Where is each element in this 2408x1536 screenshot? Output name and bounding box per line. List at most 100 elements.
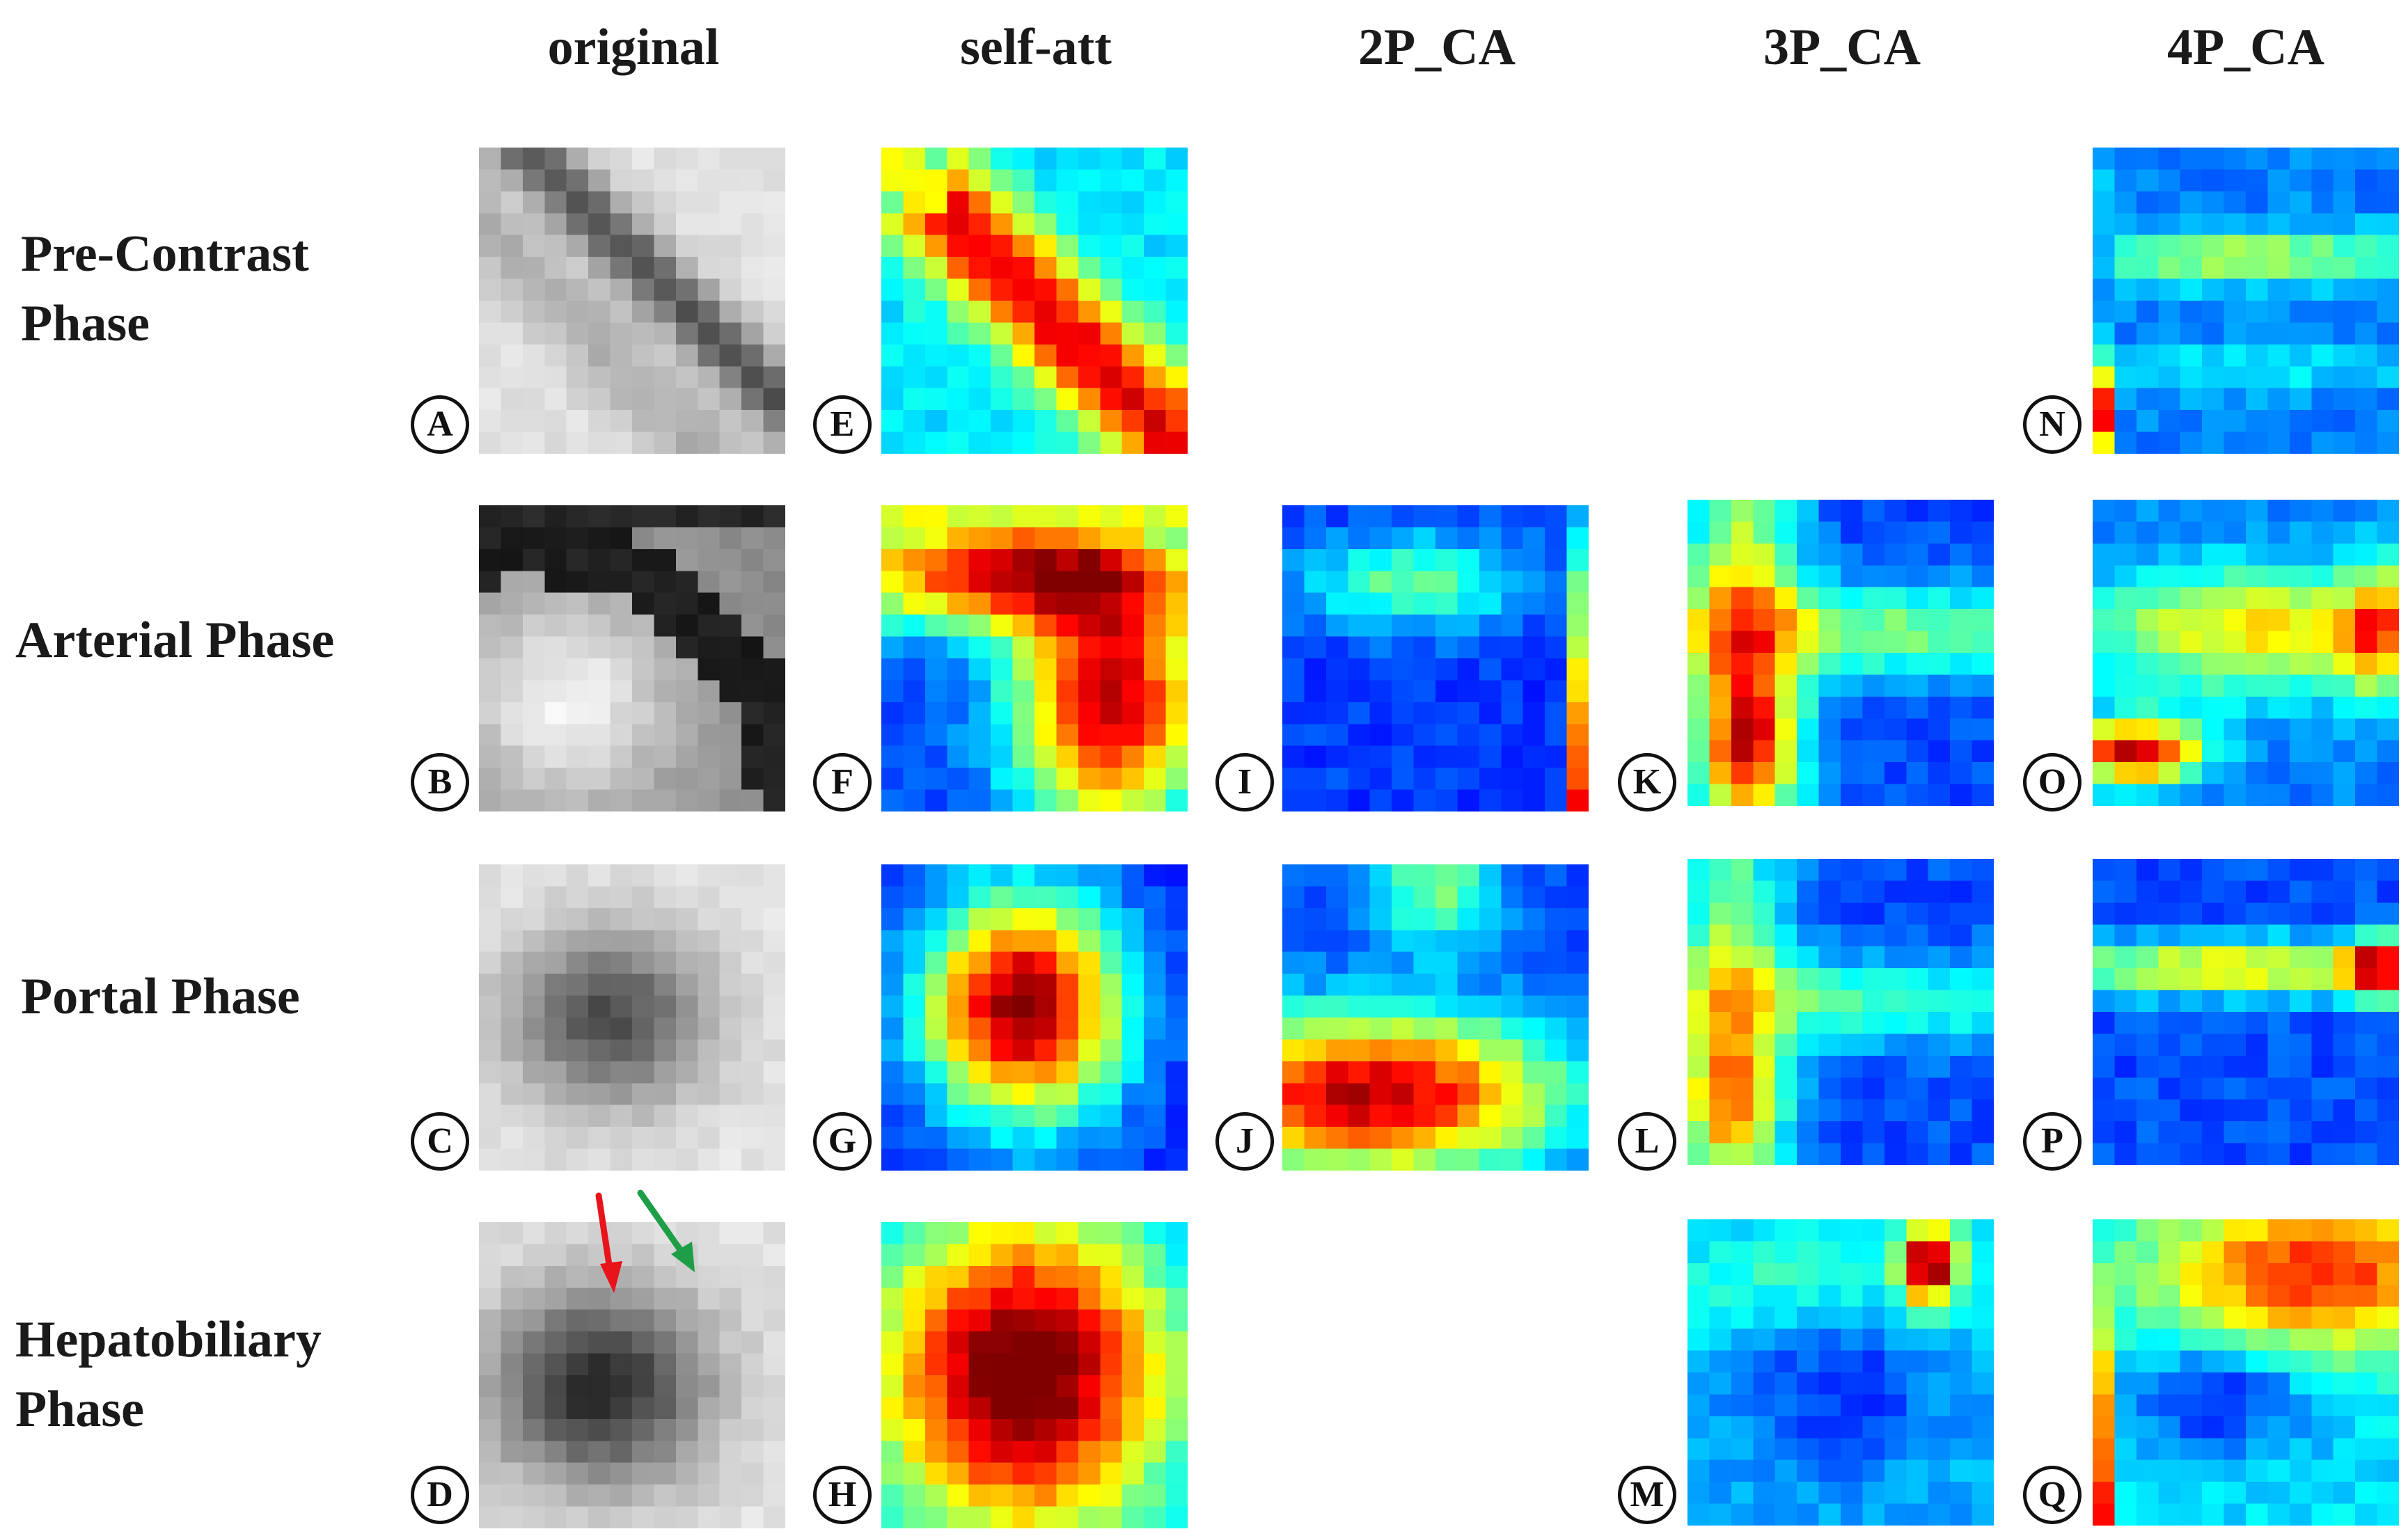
panel-pixel <box>566 344 589 367</box>
panel-pixel <box>588 169 611 192</box>
panel-pixel <box>903 1244 926 1267</box>
panel-pixel <box>698 930 721 953</box>
panel-pixel <box>968 410 991 433</box>
panel-pixel <box>2246 653 2269 676</box>
panel-pixel <box>2202 1482 2225 1505</box>
panel-pixel <box>2093 653 2116 676</box>
panel-pixel <box>522 410 545 433</box>
panel-pixel <box>924 1288 947 1311</box>
panel-pixel <box>1078 768 1101 791</box>
panel-pixel <box>501 1353 524 1376</box>
panel-pixel <box>1078 1484 1101 1507</box>
panel-pixel <box>1122 592 1144 615</box>
panel-pixel <box>2267 148 2290 171</box>
panel-pixel <box>903 571 926 594</box>
panel-pixel <box>1165 930 1188 953</box>
panel-pixel <box>1687 1241 1710 1264</box>
panel-pixel <box>991 322 1014 345</box>
panel-pixel <box>501 505 524 528</box>
panel-pixel <box>2267 609 2290 632</box>
panel-pixel <box>2289 880 2312 903</box>
panel-pixel <box>1797 1055 1820 1078</box>
panel-pixel <box>2114 366 2137 389</box>
panel-pixel <box>2333 631 2356 654</box>
panel-pixel <box>632 169 655 192</box>
panel-pixel <box>2377 148 2399 171</box>
panel-pixel <box>479 148 502 171</box>
panel-pixel <box>2136 366 2159 389</box>
panel-pixel <box>675 745 698 768</box>
panel-pixel <box>947 864 970 887</box>
panel-pixel <box>1479 930 1502 953</box>
panel-pixel <box>2180 718 2203 741</box>
panel-pixel <box>1034 1331 1057 1354</box>
panel-pixel <box>698 1418 721 1441</box>
panel-pixel <box>947 724 970 747</box>
panel-pixel <box>1884 1241 1907 1264</box>
panel-pixel <box>2224 1329 2246 1352</box>
panel-pixel <box>1479 571 1502 594</box>
panel-pixel <box>1545 1039 1568 1062</box>
panel-pixel <box>610 1127 633 1150</box>
panel-pixel <box>2267 1012 2290 1035</box>
panel-pixel <box>1457 680 1480 703</box>
panel-pixel <box>1928 1055 1951 1078</box>
panel-pixel <box>1862 946 1885 969</box>
panel-pixel <box>1078 505 1101 528</box>
panel-pixel <box>2333 946 2356 969</box>
panel-pixel <box>632 1061 655 1084</box>
panel-pixel <box>947 1127 970 1150</box>
panel-pixel <box>2093 1394 2116 1417</box>
panel-pixel <box>1566 571 1589 594</box>
panel-pixel <box>2267 1394 2290 1417</box>
panel-pixel <box>1348 527 1371 550</box>
panel-pixel <box>1797 924 1820 947</box>
panel-pixel <box>2136 1416 2159 1439</box>
panel-pixel <box>1972 1099 1994 1122</box>
panel-pixel <box>1034 571 1057 594</box>
panel-pixel <box>1034 344 1057 367</box>
panel-pixel <box>2311 631 2334 654</box>
panel-pixel <box>501 768 524 791</box>
panel-pixel <box>1100 768 1123 791</box>
panel-pixel <box>1884 859 1907 882</box>
panel-pixel <box>1797 653 1820 676</box>
panel-pixel <box>1884 1219 1907 1242</box>
panel-pixel <box>1753 880 1776 903</box>
panel-pixel <box>1144 1265 1167 1288</box>
panel-pixel <box>2311 322 2334 345</box>
panel-pixel <box>1753 631 1776 654</box>
panel-pixel <box>2289 968 2312 991</box>
panel-pixel <box>632 930 655 953</box>
panel-pixel <box>1818 1241 1841 1264</box>
panel-pixel <box>1972 1503 1994 1526</box>
panel-pixel <box>763 1018 785 1040</box>
panel-pixel <box>2311 674 2334 697</box>
panel-pixel <box>1457 615 1480 638</box>
panel-pixel <box>719 1244 742 1267</box>
panel-pixel <box>2289 169 2312 192</box>
panel-pixel <box>2377 1034 2399 1056</box>
panel-pixel <box>1545 527 1568 550</box>
panel-pixel <box>1122 548 1144 571</box>
panel-pixel <box>522 527 545 550</box>
panel-pixel <box>501 702 524 725</box>
panel-pixel <box>1884 631 1907 654</box>
panel-pixel <box>2114 500 2137 523</box>
panel-pixel <box>632 571 655 594</box>
panel-pixel <box>1774 1372 1797 1395</box>
panel-pixel <box>1841 718 1864 741</box>
panel-pixel <box>479 1105 502 1127</box>
panel-pixel <box>2246 344 2269 367</box>
panel-pixel <box>2158 1099 2181 1122</box>
row-label-arterial: Arterial Phase <box>15 605 334 675</box>
panel-pixel <box>1122 886 1144 909</box>
panel-pixel <box>763 1127 785 1150</box>
panel-pixel <box>968 235 991 258</box>
panel-pixel <box>1774 1055 1797 1078</box>
panel-pixel <box>1034 1375 1057 1398</box>
panel-pixel <box>1950 1262 1973 1285</box>
panel-pixel <box>2355 1350 2378 1373</box>
panel-pixel <box>588 658 611 681</box>
panel-pixel <box>501 235 524 258</box>
